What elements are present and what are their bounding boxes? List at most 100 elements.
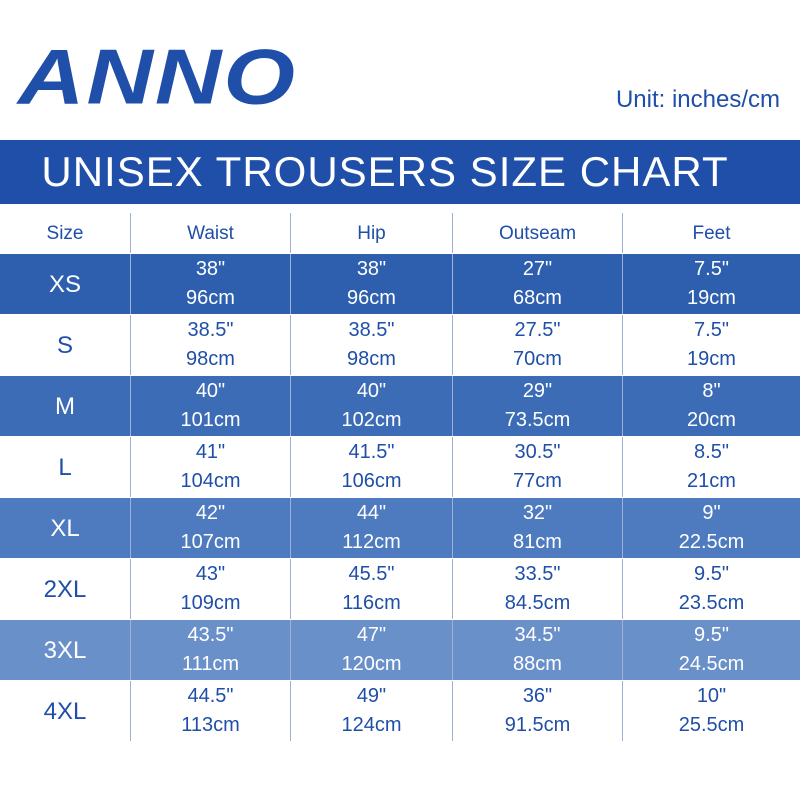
value-cell: 38" 96cm bbox=[130, 254, 290, 314]
value-cell: 30.5" 77cm bbox=[452, 437, 622, 497]
inch-value: 38.5" bbox=[187, 319, 234, 341]
cm-value: 25.5cm bbox=[678, 714, 745, 736]
cm-value: 98cm bbox=[186, 348, 235, 370]
inch-value: 27" bbox=[522, 258, 553, 280]
inch-value: 42" bbox=[195, 502, 226, 524]
value-cell: 38.5" 98cm bbox=[130, 315, 290, 375]
inch-value: 44" bbox=[356, 502, 387, 524]
inch-value: 36" bbox=[522, 685, 553, 707]
size-cell: L bbox=[0, 437, 130, 497]
value-cell: 27.5" 70cm bbox=[452, 315, 622, 375]
value-cell: 45.5" 116cm bbox=[290, 559, 452, 619]
inch-value: 30.5" bbox=[514, 441, 561, 463]
inch-value: 7.5" bbox=[694, 319, 729, 341]
value-cell: 9.5" 23.5cm bbox=[622, 559, 800, 619]
value-cell: 10" 25.5cm bbox=[622, 681, 800, 741]
inch-value: 8" bbox=[702, 380, 721, 402]
cm-value: 113cm bbox=[181, 714, 240, 736]
inch-value: 33.5" bbox=[514, 563, 561, 585]
cm-value: 116cm bbox=[342, 592, 401, 614]
cm-value: 98cm bbox=[347, 348, 396, 370]
value-cell: 43" 109cm bbox=[130, 559, 290, 619]
value-cell: 43.5" 111cm bbox=[130, 620, 290, 680]
size-cell: XL bbox=[0, 498, 130, 558]
value-cell: 44.5" 113cm bbox=[130, 681, 290, 741]
inch-value: 9.5" bbox=[694, 563, 729, 585]
header-cell: Waist bbox=[130, 213, 290, 253]
cm-value: 73.5cm bbox=[504, 409, 571, 431]
inch-value: 7.5" bbox=[694, 258, 729, 280]
cm-value: 107cm bbox=[180, 531, 241, 553]
cm-value: 91.5cm bbox=[504, 714, 571, 736]
size-cell: S bbox=[0, 315, 130, 375]
header-cell: Hip bbox=[290, 213, 452, 253]
value-cell: 34.5" 88cm bbox=[452, 620, 622, 680]
cm-value: 19cm bbox=[687, 348, 736, 370]
size-label: L bbox=[58, 453, 72, 481]
value-cell: 49" 124cm bbox=[290, 681, 452, 741]
size-cell: M bbox=[0, 376, 130, 436]
inch-value: 45.5" bbox=[348, 563, 395, 585]
size-row: XL 42" 107cm 44" 112cm 32" 81cm 9" 22.5cm bbox=[0, 498, 800, 558]
value-cell: 40" 101cm bbox=[130, 376, 290, 436]
size-label: 4XL bbox=[43, 697, 87, 725]
cm-value: 111cm bbox=[181, 653, 240, 675]
cm-value: 19cm bbox=[687, 287, 736, 309]
header-cell: Feet bbox=[622, 213, 800, 253]
header-text: Outseam bbox=[498, 222, 577, 244]
cm-value: 104cm bbox=[180, 470, 241, 492]
inch-value: 38.5" bbox=[348, 319, 395, 341]
inch-value: 29" bbox=[522, 380, 553, 402]
cm-value: 68cm bbox=[513, 287, 562, 309]
inch-value: 38" bbox=[195, 258, 226, 280]
brand-logo: ANNO bbox=[18, 33, 297, 121]
value-cell: 33.5" 84.5cm bbox=[452, 559, 622, 619]
size-label: S bbox=[56, 331, 73, 359]
header-text: Feet bbox=[692, 222, 731, 244]
size-cell: XS bbox=[0, 254, 130, 314]
size-label: M bbox=[55, 392, 75, 420]
cm-value: 20cm bbox=[687, 409, 736, 431]
value-cell: 9.5" 24.5cm bbox=[622, 620, 800, 680]
value-cell: 41" 104cm bbox=[130, 437, 290, 497]
cm-value: 21cm bbox=[687, 470, 736, 492]
size-label: 3XL bbox=[43, 636, 87, 664]
size-cell: 3XL bbox=[0, 620, 130, 680]
inch-value: 8.5" bbox=[694, 441, 729, 463]
value-cell: 27" 68cm bbox=[452, 254, 622, 314]
size-label: XL bbox=[50, 514, 80, 542]
value-cell: 8" 20cm bbox=[622, 376, 800, 436]
header-row: Size Waist Hip Outseam Feet bbox=[0, 213, 800, 253]
header-cell: Size bbox=[0, 213, 130, 253]
size-label: XS bbox=[48, 270, 81, 298]
inch-value: 34.5" bbox=[514, 624, 561, 646]
cm-value: 70cm bbox=[513, 348, 562, 370]
inch-value: 38" bbox=[356, 258, 387, 280]
value-cell: 38.5" 98cm bbox=[290, 315, 452, 375]
value-cell: 40" 102cm bbox=[290, 376, 452, 436]
value-cell: 29" 73.5cm bbox=[452, 376, 622, 436]
header-text: Size bbox=[46, 222, 84, 244]
value-cell: 7.5" 19cm bbox=[622, 315, 800, 375]
inch-value: 32" bbox=[522, 502, 553, 524]
value-cell: 41.5" 106cm bbox=[290, 437, 452, 497]
cm-value: 101cm bbox=[180, 409, 241, 431]
value-cell: 8.5" 21cm bbox=[622, 437, 800, 497]
cm-value: 112cm bbox=[342, 531, 401, 553]
inch-value: 44.5" bbox=[187, 685, 234, 707]
inch-value: 40" bbox=[195, 380, 226, 402]
cm-value: 96cm bbox=[347, 287, 396, 309]
cm-value: 120cm bbox=[341, 653, 402, 675]
inch-value: 41" bbox=[195, 441, 226, 463]
value-cell: 9" 22.5cm bbox=[622, 498, 800, 558]
value-cell: 38" 96cm bbox=[290, 254, 452, 314]
cm-value: 88cm bbox=[513, 653, 562, 675]
cm-value: 81cm bbox=[513, 531, 562, 553]
inch-value: 41.5" bbox=[348, 441, 395, 463]
value-cell: 36" 91.5cm bbox=[452, 681, 622, 741]
inch-value: 9" bbox=[702, 502, 721, 524]
cm-value: 77cm bbox=[513, 470, 562, 492]
cm-value: 24.5cm bbox=[678, 653, 745, 675]
cm-value: 23.5cm bbox=[678, 592, 745, 614]
